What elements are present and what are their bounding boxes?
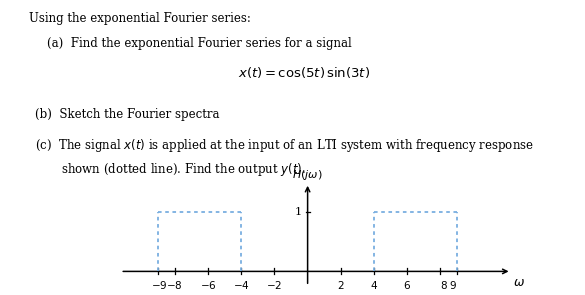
Text: Using the exponential Fourier series:: Using the exponential Fourier series: [29,12,251,25]
Text: $H(j\omega)$: $H(j\omega)$ [292,168,323,182]
Text: $-4$: $-4$ [233,279,250,291]
Text: $-9{-}8$: $-9{-}8$ [151,279,183,291]
Text: $-6$: $-6$ [200,279,216,291]
Text: $-2$: $-2$ [266,279,283,291]
Text: (a)  Find the exponential Fourier series for a signal: (a) Find the exponential Fourier series … [47,37,352,50]
Text: $4$: $4$ [370,279,378,291]
Text: shown (dotted line). Find the output $y(t)$.: shown (dotted line). Find the output $y(… [35,161,306,178]
Text: (b)  Sketch the Fourier spectra: (b) Sketch the Fourier spectra [35,108,219,121]
Text: $x(t) = \cos(5t)\,\sin(3t)$: $x(t) = \cos(5t)\,\sin(3t)$ [238,65,370,80]
Text: $2$: $2$ [337,279,345,291]
Text: (c)  The signal $x(t)$ is applied at the input of an LTI system with frequency r: (c) The signal $x(t)$ is applied at the … [35,137,534,154]
Text: $6$: $6$ [403,279,411,291]
Text: $\omega$: $\omega$ [513,276,525,289]
Text: 1: 1 [295,207,302,217]
Text: $8\ 9$: $8\ 9$ [439,279,457,291]
